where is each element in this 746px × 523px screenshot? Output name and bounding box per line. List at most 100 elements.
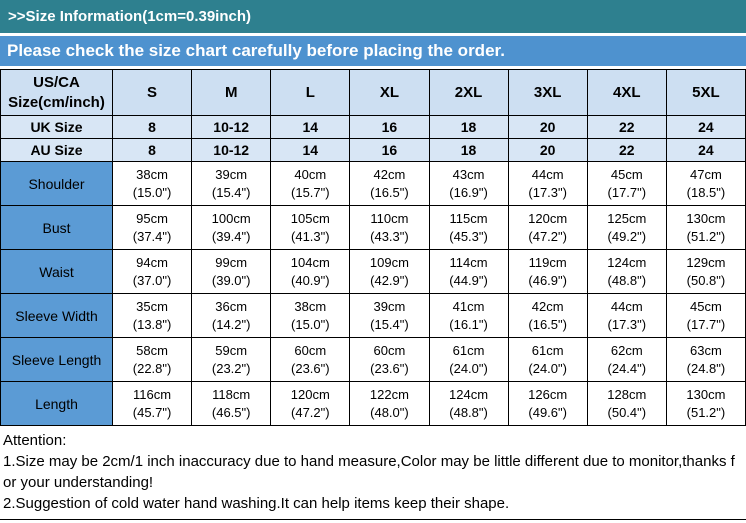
measurement-cm-value: 130cm (686, 386, 726, 402)
measurement-inch-value: (15.4") (370, 316, 409, 332)
measurement-inch-value: (24.4") (607, 360, 647, 376)
region-size-value: 24 (665, 115, 746, 139)
measurement-cm-value: 105cm (290, 210, 330, 226)
measurement-cm-value: 109cm (369, 254, 409, 270)
measurement-cm-value: 120cm (290, 386, 330, 402)
measurement-inch-value: (13.8") (132, 316, 172, 332)
size-column-header: 2XL (428, 69, 509, 116)
measurement-cm-value: 116cm (133, 386, 172, 402)
measurement-value: 94cm (37.0") (111, 249, 193, 294)
measurement-label: Sleeve Length (0, 337, 113, 382)
region-size-label: AU Size (0, 138, 113, 162)
region-size-row: UK Size 8 10-12 14 16 18 20 22 24 (0, 115, 746, 139)
measurement-value: 99cm (39.0") (191, 249, 272, 294)
measurement-value: 124cm (48.8") (586, 249, 667, 294)
measurement-value: 45cm (17.7") (586, 161, 667, 206)
attention-note-2: 2.Suggestion of cold water hand washing.… (3, 495, 510, 512)
region-size-value: 18 (428, 115, 509, 139)
measurement-cm-value: 60cm (373, 342, 406, 358)
measurement-value: 104cm (40.9") (270, 249, 351, 294)
measurement-value: 38cm (15.0") (270, 293, 351, 338)
measurement-cm-value: 122cm (369, 386, 409, 402)
measurement-inch-value: (49.2") (607, 228, 647, 244)
measurement-label: Waist (0, 249, 113, 294)
region-size-value: 16 (349, 138, 430, 162)
measurement-cm-value: 118cm (212, 386, 251, 402)
measurement-value: 43cm (16.9") (428, 161, 509, 206)
measurement-inch-value: (37.4") (132, 228, 172, 244)
measurement-value: 120cm (47.2") (270, 381, 351, 426)
size-column-header: L (270, 69, 351, 116)
region-size-label: UK Size (0, 115, 113, 139)
measurement-inch-value: (50.4") (607, 404, 647, 420)
measurement-value: 61cm (24.0") (507, 337, 588, 382)
measurement-inch-value: (39.0") (211, 272, 251, 288)
region-size-value: 22 (586, 115, 667, 139)
corner-label-line1: US/CA (33, 73, 80, 91)
measurement-inch-value: (48.8") (449, 404, 488, 420)
measurement-cm-value: 60cm (294, 342, 327, 358)
size-table-body: UK Size 8 10-12 14 16 18 20 22 24 AU Size 8 10-12 14… (0, 115, 746, 426)
measurement-value: 59cm (23.2") (191, 337, 272, 382)
measurement-cm-value: 38cm (294, 298, 327, 314)
region-size-value: 10-12 (191, 138, 272, 162)
measurement-inch-value: (51.2") (686, 228, 726, 244)
measurement-value: 124cm (48.8") (428, 381, 509, 426)
region-size-value: 20 (507, 115, 588, 139)
measurement-inch-value: (45.7") (132, 404, 172, 420)
attention-section: Attention: 1.Size may be 2cm/1 inch inac… (0, 426, 746, 520)
size-column-header: 5XL (665, 69, 746, 116)
measurement-value: 130cm (51.2") (665, 381, 746, 426)
measurement-value: 109cm (42.9") (349, 249, 430, 294)
measurement-inch-value: (37.0") (132, 272, 172, 288)
region-size-value: 8 (111, 115, 193, 139)
region-size-value: 16 (349, 115, 430, 139)
measurement-value: 61cm (24.0") (428, 337, 509, 382)
measurement-label: Sleeve Width (0, 293, 113, 338)
measurement-value: 114cm (44.9") (428, 249, 509, 294)
measurement-row: Shoulder 38cm (15.0") 39cm (15.4") 40cm (15.7"… (0, 161, 746, 206)
measurement-value: 40cm (15.7") (270, 161, 351, 206)
measurement-value: 41cm (16.1") (428, 293, 509, 338)
measurement-inch-value: (44.9") (449, 272, 488, 288)
measurement-row: Waist 94cm (37.0") 99cm (39.0") 104cm (40.9") 1… (0, 249, 746, 294)
measurement-inch-value: (16.9") (449, 184, 488, 200)
measurement-cm-value: 43cm (452, 166, 485, 182)
size-column-header: XL (349, 69, 430, 116)
measurement-value: 129cm (50.8") (665, 249, 746, 294)
size-column-header: 3XL (507, 69, 588, 116)
measurement-value: 118cm (46.5") (191, 381, 272, 426)
measurement-inch-value: (46.9") (528, 272, 567, 288)
corner-label: US/CA Size(cm/inch) (0, 69, 113, 116)
measurement-cm-value: 95cm (136, 210, 168, 226)
size-chart-notice: Please check the size chart carefully be… (0, 36, 746, 66)
measurement-inch-value: (48.0") (370, 404, 409, 420)
measurement-value: 128cm (50.4") (586, 381, 667, 426)
measurement-value: 36cm (14.2") (191, 293, 272, 338)
measurement-value: 125cm (49.2") (586, 205, 667, 250)
measurement-cm-value: 61cm (452, 342, 485, 358)
measurement-cm-value: 99cm (215, 254, 248, 270)
measurement-value: 42cm (16.5") (507, 293, 588, 338)
measurement-inch-value: (48.8") (607, 272, 647, 288)
measurement-value: 47cm (18.5") (665, 161, 746, 206)
measurement-inch-value: (16.5") (528, 316, 567, 332)
measurement-label: Bust (0, 205, 113, 250)
region-size-value: 14 (270, 115, 351, 139)
measurement-value: 126cm (49.6") (507, 381, 588, 426)
measurement-inch-value: (18.5") (686, 184, 726, 200)
measurement-value: 95cm (37.4") (111, 205, 193, 250)
measurement-cm-value: 124cm (607, 254, 647, 270)
measurement-cm-value: 114cm (449, 254, 488, 270)
measurement-cm-value: 39cm (373, 298, 406, 314)
region-size-value: 24 (665, 138, 746, 162)
region-size-value: 18 (428, 138, 509, 162)
measurement-cm-value: 38cm (136, 166, 168, 182)
measurement-value: 119cm (46.9") (507, 249, 588, 294)
measurement-cm-value: 41cm (452, 298, 485, 314)
measurement-cm-value: 104cm (290, 254, 330, 270)
measurement-inch-value: (39.4") (211, 228, 251, 244)
measurement-cm-value: 94cm (136, 254, 168, 270)
measurement-inch-value: (22.8") (132, 360, 172, 376)
measurement-value: 42cm (16.5") (349, 161, 430, 206)
